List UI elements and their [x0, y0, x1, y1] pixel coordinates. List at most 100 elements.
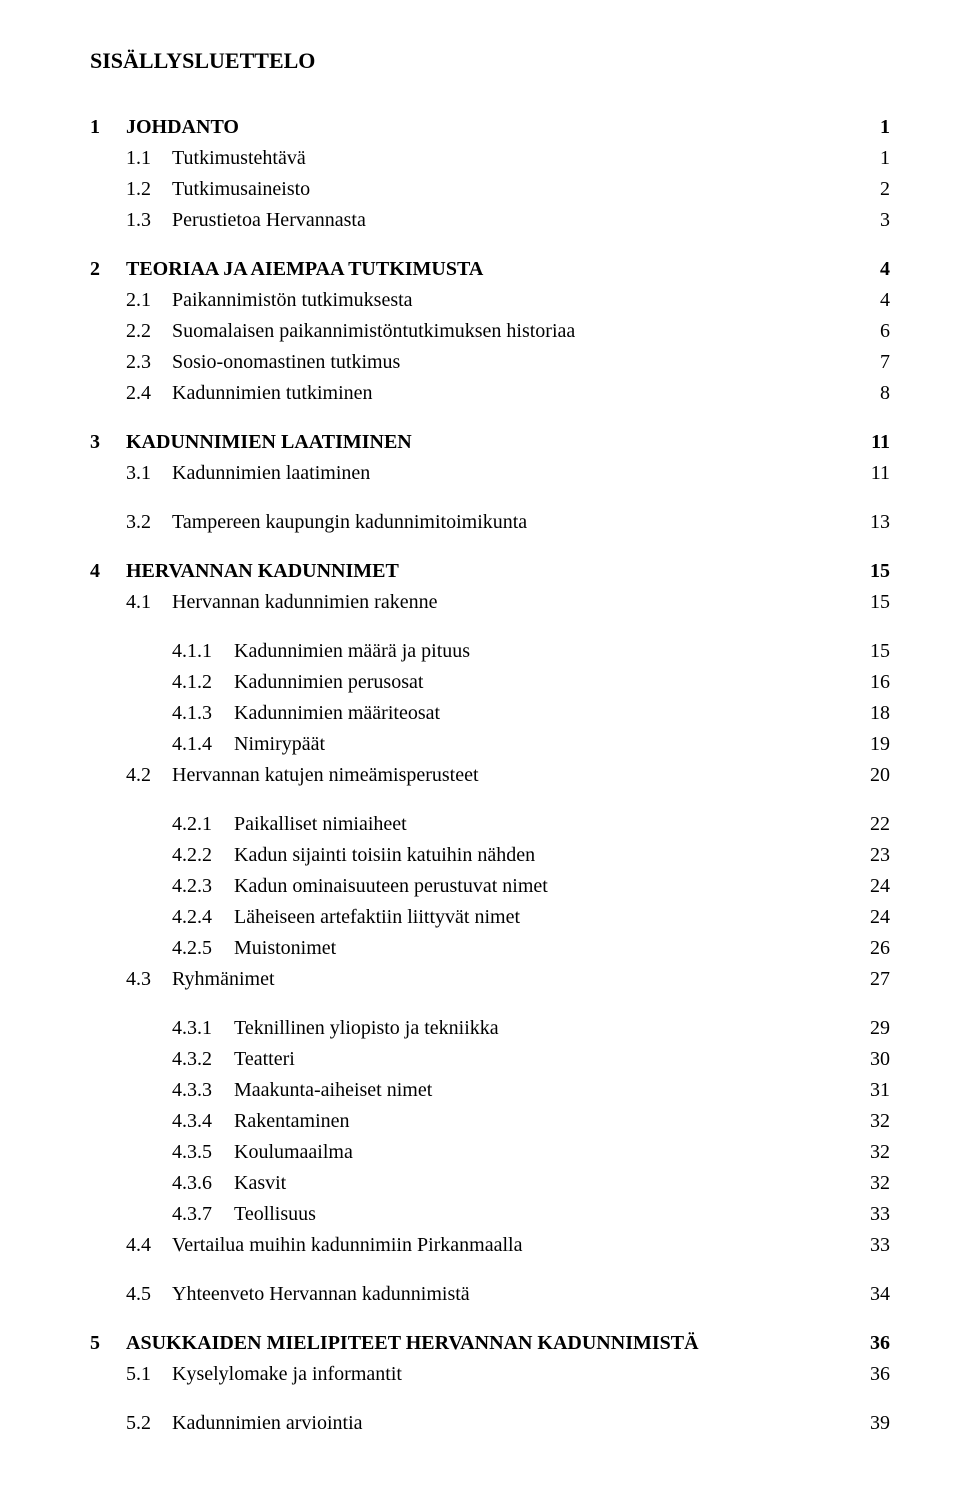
toc-entry-text: Ryhmänimet [172, 966, 275, 993]
toc-entry-number: 4.3.7 [172, 1201, 234, 1228]
toc-entry-text: Maakunta-aiheiset nimet [234, 1077, 432, 1104]
toc-entry-number: 2.1 [126, 287, 172, 314]
toc-entry-page: 4 [840, 256, 890, 283]
toc-entry-number: 2 [90, 256, 126, 283]
toc-entry-text: Rakentaminen [234, 1108, 350, 1135]
toc-entry-text: Teknillinen yliopisto ja tekniikka [234, 1015, 499, 1042]
toc-entry-page: 1 [840, 114, 890, 141]
toc-entry-text: Perustietoa Hervannasta [172, 207, 366, 234]
toc-entry-label: 4HERVANNAN KADUNNIMET [90, 558, 399, 585]
toc-entry-text: Paikalliset nimiaiheet [234, 811, 407, 838]
toc-entry-page: 32 [840, 1108, 890, 1135]
toc-entry-text: Suomalaisen paikannimistöntutkimuksen hi… [172, 318, 575, 345]
toc-entry-text: Kadun sijainti toisiin katuihin nähden [234, 842, 535, 869]
toc-entry: 2TEORIAA JA AIEMPAA TUTKIMUSTA4 [90, 256, 890, 283]
toc-entry-page: 22 [840, 811, 890, 838]
toc-entry: 4.3.2Teatteri30 [90, 1046, 890, 1073]
toc-entry-page: 3 [840, 207, 890, 234]
toc-entry-label: 4.3.1Teknillinen yliopisto ja tekniikka [90, 1015, 499, 1042]
toc-entry-text: Teatteri [234, 1046, 295, 1073]
toc-entry-text: Teollisuus [234, 1201, 316, 1228]
toc-entry-number: 4.4 [126, 1232, 172, 1259]
toc-entry: 4.3.7Teollisuus33 [90, 1201, 890, 1228]
toc-entry-page: 31 [840, 1077, 890, 1104]
toc-entry-page: 13 [840, 509, 890, 536]
toc-entry-page: 16 [840, 669, 890, 696]
toc-entry-label: 3.1Kadunnimien laatiminen [90, 460, 370, 487]
toc-entry-text: Paikannimistön tutkimuksesta [172, 287, 413, 314]
toc-entry: 4.5Yhteenveto Hervannan kadunnimistä34 [90, 1281, 890, 1308]
toc-entry-label: 4.1.1Kadunnimien määrä ja pituus [90, 638, 470, 665]
toc-entry-number: 3.1 [126, 460, 172, 487]
toc-entry-page: 18 [840, 700, 890, 727]
toc-entry-number: 4.2.5 [172, 935, 234, 962]
toc-entry: 2.1Paikannimistön tutkimuksesta4 [90, 287, 890, 314]
toc-entry-text: Tutkimusaineisto [172, 176, 310, 203]
toc-entry-page: 36 [840, 1361, 890, 1388]
toc-entry-text: Kadunnimien perusosat [234, 669, 423, 696]
toc-entry-text: Koulumaailma [234, 1139, 353, 1166]
toc-entry-text: Kadunnimien arviointia [172, 1410, 363, 1437]
toc-entry-number: 4.3.4 [172, 1108, 234, 1135]
toc-entry: 4.3.5Koulumaailma32 [90, 1139, 890, 1166]
toc-entry-number: 4.3.6 [172, 1170, 234, 1197]
toc-entry-text: Tampereen kaupungin kadunnimitoimikunta [172, 509, 527, 536]
toc-entry-label: 2.4Kadunnimien tutkiminen [90, 380, 373, 407]
toc-entry-number: 4.2 [126, 762, 172, 789]
toc-entry-label: 2.2Suomalaisen paikannimistöntutkimuksen… [90, 318, 575, 345]
toc-entry-page: 11 [840, 429, 890, 456]
toc-entry: 4.2.1Paikalliset nimiaiheet 22 [90, 811, 890, 838]
toc-entry-label: 4.2.2Kadun sijainti toisiin katuihin näh… [90, 842, 535, 869]
toc-entry-label: 4.2.3Kadun ominaisuuteen perustuvat nime… [90, 873, 548, 900]
toc-entry: 4.1Hervannan kadunnimien rakenne15 [90, 589, 890, 616]
toc-entry-text: Nimirypäät [234, 731, 325, 758]
toc-entry-page: 7 [840, 349, 890, 376]
toc-entry: 4.2.4Läheiseen artefaktiin liittyvät nim… [90, 904, 890, 931]
toc-entry-number: 4.1.4 [172, 731, 234, 758]
toc-entry-number: 3.2 [126, 509, 172, 536]
toc-entry-number: 5.1 [126, 1361, 172, 1388]
toc-entry-page: 30 [840, 1046, 890, 1073]
toc-entry-text: Yhteenveto Hervannan kadunnimistä [172, 1281, 470, 1308]
toc-entry-label: 4.1.4Nimirypäät [90, 731, 325, 758]
toc-entry-label: 1.1Tutkimustehtävä [90, 145, 306, 172]
toc-entry-text: Kasvit [234, 1170, 286, 1197]
toc-entry: 1.1Tutkimustehtävä 1 [90, 145, 890, 172]
toc-entry-label: 4.3.7Teollisuus [90, 1201, 316, 1228]
toc-entry-number: 4.3.3 [172, 1077, 234, 1104]
toc-entry-text: Sosio-onomastinen tutkimus [172, 349, 400, 376]
toc-entry: 3.2Tampereen kaupungin kadunnimitoimikun… [90, 509, 890, 536]
toc-entry: 4.3Ryhmänimet27 [90, 966, 890, 993]
toc-entry-page: 1 [840, 145, 890, 172]
toc-entry-number: 1.1 [126, 145, 172, 172]
toc-entry-label: 5.1Kyselylomake ja informantit [90, 1361, 402, 1388]
toc-entry: 4.3.3Maakunta-aiheiset nimet 31 [90, 1077, 890, 1104]
toc-entry-page: 32 [840, 1139, 890, 1166]
toc-entry-label: 4.2.1Paikalliset nimiaiheet [90, 811, 407, 838]
toc-entry: 1.2Tutkimusaineisto 2 [90, 176, 890, 203]
toc-entry-number: 4.2.4 [172, 904, 234, 931]
toc-entry-label: 1.2Tutkimusaineisto [90, 176, 310, 203]
toc-entry-page: 15 [840, 638, 890, 665]
toc-entry-page: 29 [840, 1015, 890, 1042]
toc-entry-number: 4.1.2 [172, 669, 234, 696]
toc-entry-text: Kadunnimien määrä ja pituus [234, 638, 470, 665]
toc-entry-text: JOHDANTO [126, 114, 239, 141]
toc-entry-number: 1.3 [126, 207, 172, 234]
toc-entry-page: 24 [840, 904, 890, 931]
toc-entry-page: 26 [840, 935, 890, 962]
toc-entry-number: 4 [90, 558, 126, 585]
toc-entry: 4HERVANNAN KADUNNIMET 15 [90, 558, 890, 585]
toc-entry-text: KADUNNIMIEN LAATIMINEN [126, 429, 412, 456]
toc-entry-page: 2 [840, 176, 890, 203]
document-page: SISÄLLYSLUETTELO 1JOHDANTO11.1Tutkimuste… [0, 0, 960, 1485]
toc-entry-page: 15 [840, 558, 890, 585]
toc-entry-number: 4.3.1 [172, 1015, 234, 1042]
toc-entry-label: 4.1.3Kadunnimien määriteosat [90, 700, 440, 727]
toc-entry-label: 5.2Kadunnimien arviointia [90, 1410, 363, 1437]
toc-entry-label: 4.3.4Rakentaminen [90, 1108, 350, 1135]
toc-entry: 1.3Perustietoa Hervannasta 3 [90, 207, 890, 234]
toc-entry-label: 4.1Hervannan kadunnimien rakenne [90, 589, 437, 616]
toc-entry-page: 20 [840, 762, 890, 789]
toc-entry-label: 4.3.3Maakunta-aiheiset nimet [90, 1077, 432, 1104]
